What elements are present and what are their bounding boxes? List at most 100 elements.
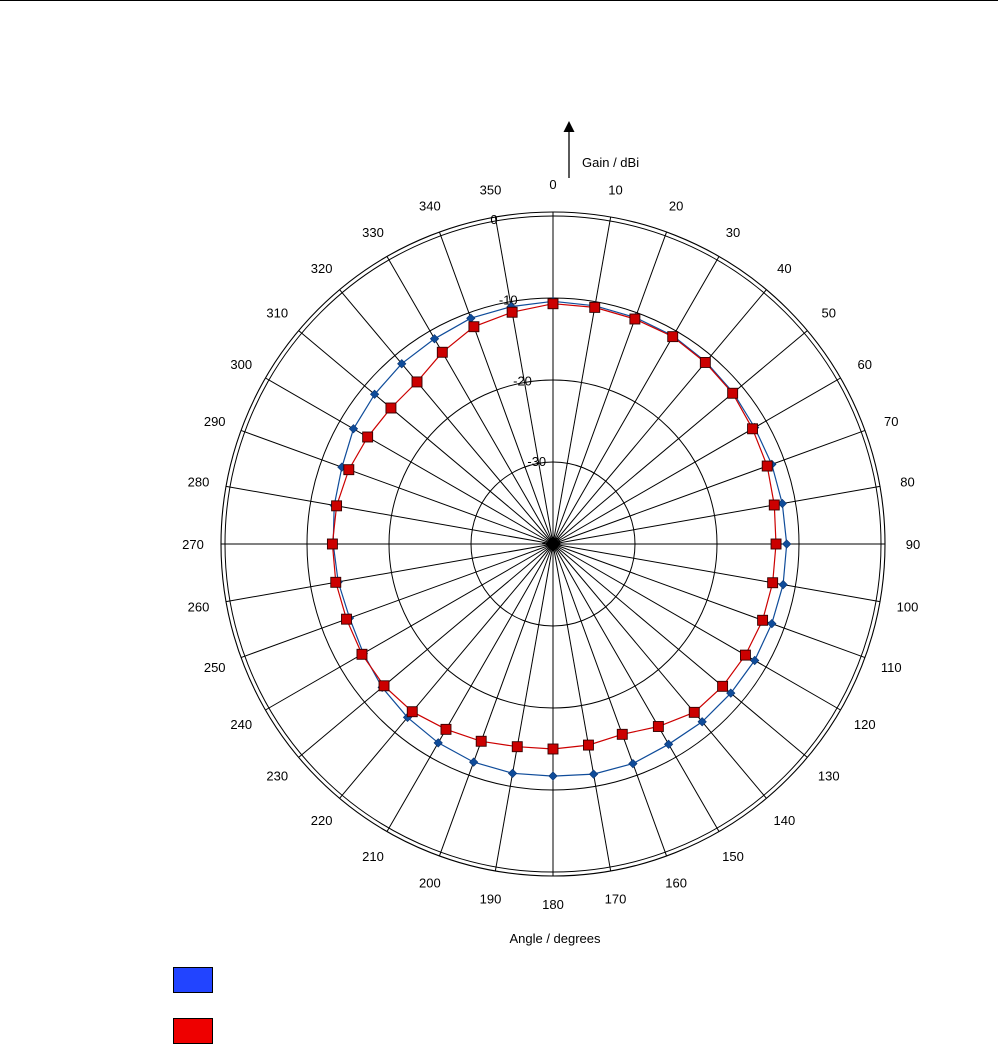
radial-tick-label: -20	[513, 373, 532, 388]
angle-tick-label: 170	[605, 892, 627, 907]
angle-spoke	[552, 330, 808, 545]
data-point	[440, 723, 452, 735]
angle-tick-label: 160	[665, 875, 687, 890]
series-group	[326, 296, 792, 781]
data-point	[726, 688, 736, 698]
top-rule	[0, 0, 998, 1]
angle-spoke	[298, 543, 554, 758]
polar-grid	[220, 211, 886, 877]
center-marker	[545, 536, 561, 552]
data-point	[378, 680, 390, 692]
angle-tick-label: 280	[188, 474, 210, 489]
angle-spoke	[552, 543, 841, 711]
data-point	[629, 313, 641, 325]
angle-tick-label: 220	[311, 813, 333, 828]
data-point	[628, 758, 638, 769]
angle-tick-label: 130	[818, 768, 840, 783]
angle-tick-label: 30	[726, 225, 740, 240]
data-point	[717, 680, 729, 692]
data-point	[583, 739, 594, 751]
angle-spoke	[552, 543, 808, 758]
data-point	[356, 648, 368, 660]
data-point	[469, 757, 479, 767]
angle-tick-label: 0	[549, 177, 556, 192]
angle-spoke	[240, 543, 554, 659]
angle-spoke	[552, 377, 841, 545]
angle-tick-label: 300	[230, 357, 252, 372]
angle-spoke	[552, 543, 720, 832]
radial-tick-labels: 0-10-20-30-40	[490, 212, 560, 550]
angle-spoke	[552, 543, 866, 659]
data-point	[343, 464, 355, 476]
angle-spoke	[438, 231, 554, 545]
angle-tick-label: 190	[480, 892, 502, 907]
angle-tick-label: 80	[900, 474, 914, 489]
radial-tick-label: 0	[490, 212, 497, 227]
angle-tick-label: 50	[822, 306, 836, 321]
data-point	[688, 706, 700, 718]
data-point	[506, 306, 518, 318]
data-point	[727, 387, 739, 399]
angle-tick-label: 310	[266, 306, 288, 321]
angle-tick-label: 60	[858, 357, 872, 372]
angle-spoke	[265, 377, 554, 545]
data-point	[348, 424, 359, 434]
angle-spoke	[265, 543, 554, 711]
data-point	[547, 743, 559, 755]
angle-tick-label: 260	[188, 600, 210, 615]
radial-tick-label: -30	[527, 454, 546, 469]
angle-tick-label: 240	[230, 717, 252, 732]
angle-tick-label: 250	[204, 660, 226, 675]
legend-swatch-blue	[173, 967, 213, 993]
data-point	[747, 423, 758, 435]
data-point	[667, 331, 679, 343]
data-point	[770, 538, 782, 550]
angle-spoke	[438, 543, 554, 857]
angle-spoke	[552, 429, 866, 545]
data-point	[782, 539, 792, 549]
data-point	[547, 298, 559, 310]
angle-tick-label: 150	[722, 849, 744, 864]
angle-tick-label: 40	[777, 261, 791, 276]
data-point	[511, 741, 523, 753]
angle-tick-label: 210	[362, 849, 384, 864]
data-point	[436, 346, 448, 358]
angle-spoke	[339, 543, 554, 799]
angle-spoke	[225, 543, 554, 603]
data-point	[326, 538, 338, 550]
data-point	[739, 649, 751, 661]
angle-spoke	[225, 485, 554, 545]
data-point	[589, 301, 601, 313]
angle-tick-label: 320	[311, 261, 333, 276]
angle-tick-label: 330	[362, 225, 384, 240]
data-point	[663, 739, 674, 749]
data-point	[433, 738, 443, 748]
data-point	[468, 321, 480, 333]
angle-tick-label: 180	[542, 897, 564, 912]
angle-spoke	[339, 289, 554, 545]
data-point	[362, 431, 374, 443]
angle-tick-label: 230	[266, 768, 288, 783]
data-point	[411, 376, 423, 388]
angle-spoke	[386, 256, 554, 545]
angle-tick-label: 10	[608, 182, 622, 197]
angle-spoke	[494, 543, 554, 872]
angle-tick-label: 340	[419, 199, 441, 214]
angle-spoke	[552, 543, 612, 872]
data-point	[397, 359, 407, 369]
series-line	[331, 303, 777, 750]
angle-tick-label: 20	[669, 199, 683, 214]
angle-tick-label: 270	[182, 537, 204, 552]
data-point	[652, 721, 664, 732]
legend-swatch-red	[173, 1018, 213, 1044]
radial-axis-arrow	[563, 121, 575, 178]
radial-axis-label: Gain / dBi	[582, 155, 639, 170]
angle-tick-label: 100	[897, 600, 919, 615]
angle-spoke	[386, 543, 554, 832]
data-point	[588, 769, 599, 779]
angle-spoke	[552, 231, 668, 545]
angle-tick-label: 120	[854, 717, 876, 732]
data-point	[761, 460, 773, 472]
angle-spoke	[552, 216, 612, 545]
